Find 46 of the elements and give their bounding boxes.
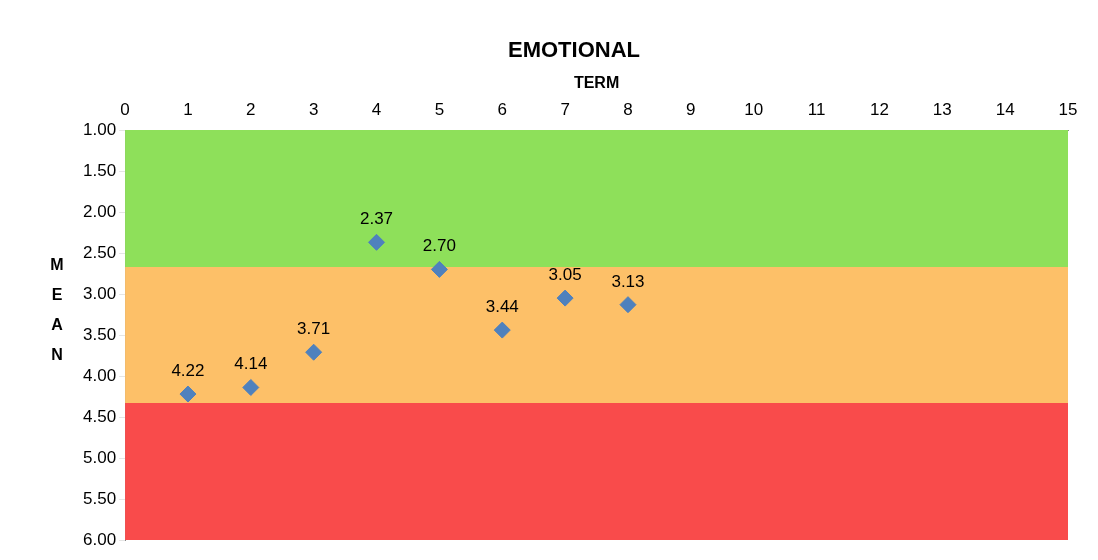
y-tick-label: 1.00 [82, 119, 117, 139]
point [493, 321, 511, 339]
point [305, 343, 323, 361]
x-tick-label: 15 [1058, 100, 1078, 120]
y-tick-label: 1.50 [82, 160, 117, 180]
y-tick-label: 6.00 [82, 529, 117, 549]
point [368, 233, 386, 251]
y-tick-label: 2.50 [82, 242, 117, 262]
x-tick-label: 12 [869, 100, 889, 120]
y-axis-title: MEAN [50, 256, 64, 363]
x-tick-label: 9 [686, 100, 696, 120]
y-tick-label: 3.00 [82, 283, 117, 303]
text: 2.37 [359, 209, 394, 229]
x-tick-label: 1 [183, 100, 193, 120]
y-tick-label: 4.00 [82, 365, 117, 385]
point [242, 378, 260, 396]
y-tick-label: 5.00 [82, 447, 117, 467]
x-tick-label: 5 [434, 100, 445, 120]
text: 3.44 [485, 297, 519, 317]
text: 3.05 [548, 265, 582, 285]
point [430, 260, 448, 278]
text: 3.71 [297, 319, 331, 339]
point [619, 296, 637, 314]
y-tick-label: 3.50 [82, 324, 117, 344]
x-tick-label: 13 [932, 100, 952, 120]
x-tick-label: 8 [623, 100, 633, 120]
x-axis-title: TERM [573, 74, 620, 92]
chart-title: EMOTIONAL [508, 37, 640, 63]
x-tick-label: 4 [371, 100, 382, 120]
x-tick-label: 7 [560, 100, 570, 120]
y-tick-label: 5.50 [82, 488, 117, 508]
y-tick-label: 2.00 [82, 201, 117, 221]
x-tick-label: 2 [246, 100, 256, 120]
text: 4.14 [234, 354, 268, 374]
text: 2.70 [422, 236, 456, 256]
y-tick-label: 4.50 [82, 406, 117, 426]
x-tick-label: 6 [497, 100, 507, 120]
x-tick-label: 11 [807, 100, 826, 120]
point [556, 289, 574, 307]
point [179, 385, 197, 403]
x-tick-label: 10 [744, 100, 764, 120]
x-tick-label: 0 [120, 100, 130, 120]
text: 3.13 [611, 271, 645, 291]
x-tick-label: 3 [308, 100, 319, 120]
x-tick-label: 14 [995, 100, 1015, 120]
text: 4.22 [171, 361, 205, 381]
